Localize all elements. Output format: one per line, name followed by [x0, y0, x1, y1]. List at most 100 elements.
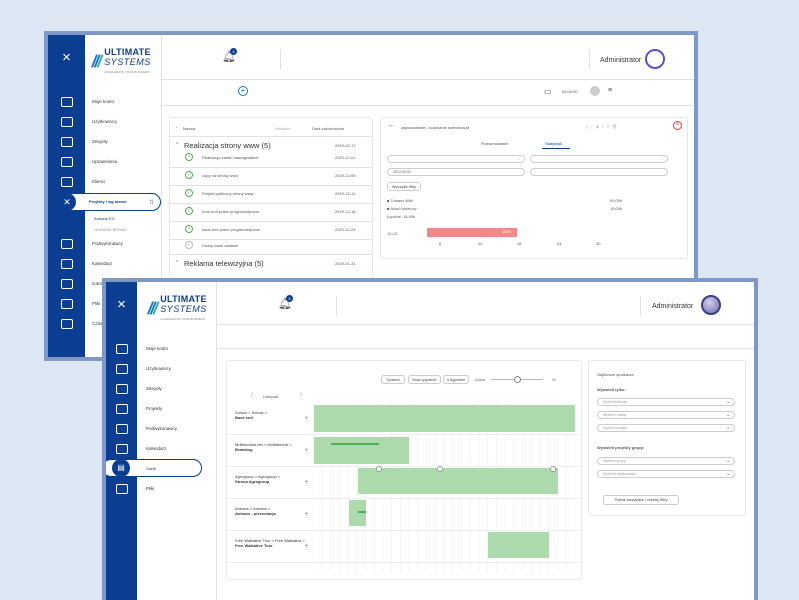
clear-filters-button[interactable]: Wyczyść filtry — [387, 182, 421, 191]
avatar[interactable] — [645, 49, 665, 69]
status-filter[interactable]: Aktualne — [275, 126, 291, 131]
clock-icon — [61, 319, 73, 329]
back-arrow-icon[interactable]: ← — [388, 122, 395, 129]
sidebar-item-5[interactable]: Kalendarz — [146, 446, 167, 451]
axis-tick: 24 — [557, 241, 562, 246]
sidebar-item-9[interactable]: Pliki — [92, 301, 101, 306]
column-header[interactable]: Nazwa — [183, 126, 196, 131]
sidebar-item-0[interactable]: Moje konto — [146, 346, 169, 351]
column-header[interactable]: Data zakończenia — [312, 126, 344, 131]
sidebar-item-3[interactable]: Projekty — [146, 406, 163, 411]
client-select[interactable]: Wybierz klienta — [597, 398, 735, 406]
select-field[interactable]: ⌄ — [387, 155, 525, 163]
sort-icon[interactable]: ⇅ — [149, 200, 155, 206]
sidebar-item-2[interactable]: Zespoły — [92, 139, 108, 144]
project-select[interactable]: Wybierz projekt — [597, 424, 735, 432]
chevron-down-icon[interactable]: ⌄ — [304, 542, 310, 548]
sub-item[interactable]: NONAME BRAND — [94, 227, 127, 232]
next-month-icon[interactable]: 〉 — [300, 393, 306, 399]
row-project: Branding — [235, 447, 253, 452]
tools-icon — [116, 404, 128, 414]
close-icon[interactable]: × — [62, 49, 71, 66]
sidebar-item-1[interactable]: Użytkownicy — [146, 366, 172, 371]
sidebar-item-4[interactable]: Klienci — [92, 179, 106, 184]
check-icon[interactable]: ✓ — [185, 207, 193, 215]
day-tick: · — [474, 392, 475, 396]
brand-select[interactable]: Wybierz markę — [597, 411, 735, 419]
collapse-icon[interactable]: ⌃ — [175, 126, 179, 131]
tab-statistics[interactable]: Statystyki — [545, 141, 563, 146]
task-name[interactable]: Realizacja zadań managerskich — [202, 155, 259, 160]
avatar[interactable] — [701, 295, 721, 315]
task-name[interactable]: back-end prace programistyczne — [202, 227, 261, 232]
bar-label: 12-12 — [387, 231, 398, 236]
task-date: 2019-12-24 — [335, 227, 356, 232]
task-detail: ← zaplanowanie i rozpisanie scenariusza … — [380, 117, 688, 259]
add-task-link[interactable]: Dodaj nowe zadanie — [202, 243, 239, 248]
axis-tick: 30 — [596, 241, 601, 246]
close-icon[interactable]: × — [117, 296, 126, 313]
task-name[interactable]: Projekt graficzny strony www — [202, 191, 254, 196]
view-week-button[interactable]: Tydzień — [381, 375, 405, 384]
gantt-row-label[interactable]: Schulz > Schulz > Back end — [235, 410, 307, 420]
play-icon[interactable] — [590, 86, 600, 96]
sidebar-item-2[interactable]: Zespoły — [146, 386, 162, 391]
chevron-down-icon[interactable]: ⌄ — [304, 478, 310, 484]
sidebar-item-7[interactable]: Pliki — [146, 486, 155, 491]
user-select[interactable]: Wybierz użytkownika — [597, 470, 735, 478]
gantt-bar[interactable] — [349, 500, 366, 526]
sub-item[interactable]: Antrans EG — [94, 216, 115, 221]
milestone-marker[interactable] — [437, 466, 443, 472]
sidebar-item-8[interactable]: Gantt — [92, 281, 104, 286]
gantt-row-label[interactable]: Antrans > Antrans > Antrans - prezentacja — [235, 506, 307, 516]
menu-icon[interactable]: ≡ — [608, 87, 613, 94]
gantt-row-label[interactable]: Agrogroup > Agrogroup > Strona Agrogroup — [235, 474, 307, 484]
gantt-row-label[interactable]: Free Walkative Tour > Free Walkative > Fr… — [235, 538, 307, 548]
chevron-up-icon[interactable]: ⌃ — [175, 142, 180, 148]
gantt-bar[interactable] — [314, 437, 409, 464]
chevron-down-icon[interactable]: ⌄ — [304, 510, 310, 516]
sidebar-item-gantt[interactable] — [106, 459, 202, 477]
chevron-up-icon[interactable]: ⌃ — [175, 260, 180, 266]
check-icon[interactable]: ✓ — [185, 225, 193, 233]
person-time: 00:00h — [610, 198, 623, 203]
gantt-row-label[interactable]: Multitechnik.net > Multitechnik > Brandin… — [235, 442, 307, 452]
date-field[interactable] — [530, 168, 668, 176]
check-icon[interactable]: ✓ — [185, 189, 193, 197]
view-two-weeks-button[interactable]: Dwa tygodnie — [408, 375, 441, 384]
prev-month-icon[interactable]: 〈 — [248, 393, 254, 399]
tab-summary[interactable]: Podsumowanie — [481, 141, 509, 146]
milestone-marker[interactable] — [376, 466, 382, 472]
day-tick: · — [395, 392, 396, 396]
reset-filters-button[interactable]: Pokaż wszystkie / resetuj filtry — [603, 495, 679, 505]
select-field[interactable]: ⌄ — [530, 155, 668, 163]
group-title: Realizacja strony www (5) — [184, 141, 271, 150]
add-task-icon[interactable]: + — [185, 241, 193, 249]
sidebar-item-3[interactable]: Uprawnienia — [92, 159, 118, 164]
day-tick: · — [413, 392, 414, 396]
chevron-down-icon[interactable]: ⌄ — [304, 414, 310, 420]
sidebar-item-6[interactable]: Podwykonawcy — [92, 241, 124, 246]
row-path: Free Walkative Tour > Free Walkative > — [235, 538, 305, 543]
chevron-down-icon[interactable]: ⌄ — [304, 446, 310, 452]
group-select[interactable]: Wybierz grupę — [597, 457, 735, 465]
milestone-marker[interactable] — [550, 466, 556, 472]
folder-icon[interactable]: ▭ — [544, 87, 552, 96]
task-name[interactable]: copy na stronę www — [202, 173, 239, 178]
close-icon[interactable]: × — [673, 121, 682, 130]
sidebar-item-1[interactable]: Użytkownicy — [92, 119, 118, 124]
add-icon[interactable]: + — [238, 86, 248, 96]
sidebar-item-0[interactable]: Moje konto — [92, 99, 115, 104]
gantt-bar[interactable] — [488, 532, 549, 558]
date-field[interactable]: 2012-03-02 — [387, 168, 525, 176]
view-four-weeks-button[interactable]: 4 tygodnie — [443, 375, 469, 384]
action-icons[interactable]: ◷◻◉↥✎🗑︎ — [585, 124, 620, 129]
gantt-bar[interactable] — [358, 468, 558, 494]
zoom-slider-handle[interactable] — [514, 376, 521, 383]
check-icon[interactable]: ✓ — [185, 171, 193, 179]
sidebar-item-7[interactable]: Kalendarz — [92, 261, 113, 266]
gantt-bar[interactable] — [314, 405, 575, 432]
check-icon[interactable]: ✓ — [185, 153, 193, 161]
sidebar-item-4[interactable]: Podwykonawcy — [146, 426, 178, 431]
task-name[interactable]: front end prace programistyczne — [202, 209, 260, 214]
